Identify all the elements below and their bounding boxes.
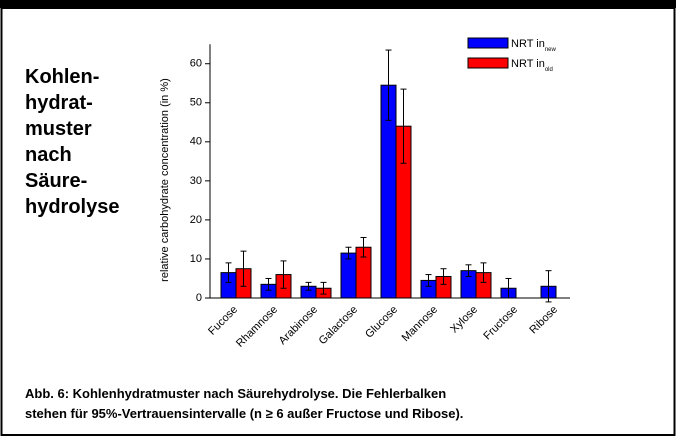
side-label-line: hydrat-	[25, 92, 93, 114]
error-bar	[225, 262, 232, 283]
x-tick-label: Glucose	[363, 304, 400, 341]
y-tick-label: 50	[190, 97, 202, 109]
x-tick-label: Rhamnose	[234, 304, 280, 350]
error-bar	[265, 277, 272, 291]
side-label-line: muster	[25, 118, 92, 140]
legend-subscript: new	[545, 47, 557, 53]
y-tick-label: 40	[190, 136, 202, 148]
frame	[0, 7, 676, 436]
side-label-line: hydrolyse	[25, 196, 119, 218]
side-label-line: Säure-	[25, 170, 87, 192]
legend-swatch	[467, 37, 509, 49]
legend-label: NRT innew	[511, 38, 557, 53]
error-bar	[305, 281, 312, 291]
x-tick-label: Xylose	[448, 304, 480, 336]
y-tick-label: 60	[190, 58, 202, 70]
x-tick-label: Mannose	[400, 304, 440, 344]
legend-label: NRT inold	[511, 58, 553, 73]
error-bar	[465, 264, 472, 278]
side-label: Kohlen-hydrat-muster nach Säure-hydrolyse	[25, 66, 119, 218]
legend-subscript: old	[545, 67, 553, 73]
error-bar	[425, 274, 432, 287]
bar	[340, 252, 357, 299]
error-bar	[240, 250, 247, 287]
x-tick-label: Fructose	[481, 304, 520, 343]
error-bar	[505, 277, 512, 299]
error-bar	[545, 270, 552, 303]
y-axis-label: relative carbohydrate concentration (in …	[159, 78, 171, 282]
y-tick-label: 0	[196, 292, 202, 304]
top-bar	[0, 0, 676, 8]
x-tick-label: Ribose	[527, 304, 560, 337]
x-tick-label: Fucose	[206, 304, 240, 338]
error-bar	[385, 49, 392, 121]
error-bar	[280, 260, 287, 289]
y-tick-label: 30	[190, 175, 202, 187]
caption-line: Abb. 6: Kohlenhydratmuster nach Säurehyd…	[25, 386, 446, 401]
side-label-line: Kohlen-	[25, 66, 99, 88]
side-label-line: nach	[25, 144, 72, 166]
legend-swatch	[467, 57, 509, 69]
caption: Abb. 6: Kohlenhydratmuster nach Säurehyd…	[25, 386, 463, 421]
y-tick-label: 10	[190, 253, 202, 265]
legend-name: NRT in	[511, 58, 545, 70]
error-bar	[360, 236, 367, 258]
error-bar	[440, 268, 447, 285]
legend-name: NRT in	[511, 38, 545, 50]
error-bar	[320, 281, 327, 295]
error-bar	[345, 246, 352, 260]
caption-line: stehen für 95%-Vertrauensintervalle (n ≥…	[25, 406, 463, 421]
x-tick-label: Galactose	[317, 304, 361, 348]
x-tick-label: Arabinose	[277, 304, 321, 348]
error-bar	[400, 88, 407, 164]
y-tick-label: 20	[190, 214, 202, 226]
error-bar	[480, 262, 487, 283]
